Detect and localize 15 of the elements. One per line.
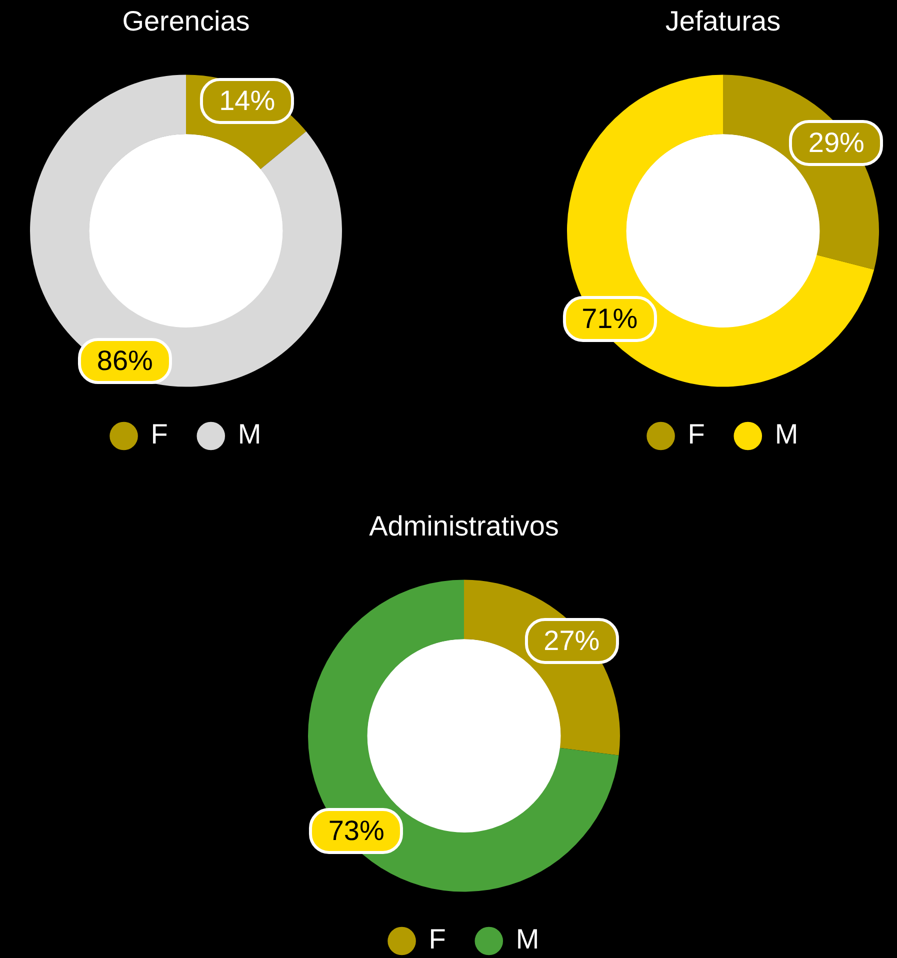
legend-label: F — [688, 418, 705, 450]
data-label: 86% — [78, 338, 172, 384]
chart-title: Jefaturas — [665, 6, 781, 37]
legend-label: F — [150, 418, 168, 450]
chart-title: Gerencias — [122, 6, 250, 37]
data-label: 29% — [789, 120, 884, 166]
legend-label: M — [774, 418, 798, 450]
chart-title: Administrativos — [369, 510, 559, 542]
data-label: 71% — [562, 296, 657, 342]
data-label: 73% — [309, 808, 404, 854]
legend-label: M — [238, 418, 262, 450]
data-label: 27% — [524, 618, 619, 664]
data-label: 14% — [200, 78, 294, 124]
legend-label: M — [516, 924, 540, 955]
legend-label: F — [428, 924, 446, 955]
